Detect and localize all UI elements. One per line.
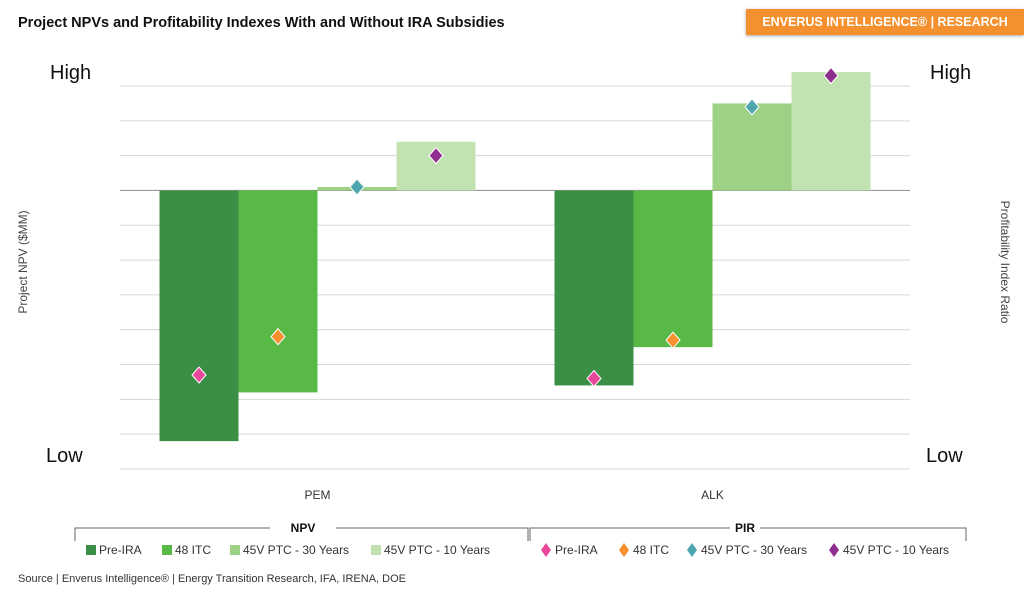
bar-alk-1 bbox=[633, 190, 713, 348]
legend-marker bbox=[619, 543, 629, 557]
legend-label: 45V PTC - 10 Years bbox=[384, 543, 490, 557]
legend-marker bbox=[829, 543, 839, 557]
pir-marker-pem-0 bbox=[191, 366, 207, 384]
bar-alk-2 bbox=[712, 103, 792, 191]
legend-label: 45V PTC - 30 Years bbox=[701, 543, 807, 557]
pir-marker-alk-1 bbox=[665, 331, 681, 349]
right-low-label: Low bbox=[926, 445, 963, 467]
pir-marker-pem-1 bbox=[270, 327, 286, 346]
legend-marker bbox=[687, 543, 697, 557]
bar-pem-0 bbox=[159, 190, 239, 442]
x-tick-label: ALK bbox=[701, 488, 724, 502]
y2-axis-label: Profitability Index Ratio bbox=[998, 201, 1012, 324]
y-axis-label: Project NPV ($MM) bbox=[16, 210, 30, 313]
left-high-label: High bbox=[50, 62, 91, 84]
legend-swatch bbox=[230, 545, 240, 555]
bar-pem-1 bbox=[238, 190, 318, 393]
bar-alk-3 bbox=[791, 72, 871, 191]
legend-label: 45V PTC - 10 Years bbox=[843, 543, 949, 557]
npv-legend-title: NPV bbox=[291, 521, 316, 535]
pir-legend-title: PIR bbox=[735, 521, 755, 535]
legend-swatch bbox=[86, 545, 96, 555]
legend-label: Pre-IRA bbox=[555, 543, 598, 557]
legend-swatch bbox=[371, 545, 381, 555]
pir-marker-alk-2 bbox=[744, 98, 760, 116]
legend-marker bbox=[541, 543, 551, 557]
legend-swatch bbox=[162, 545, 172, 555]
pir-legend-bracket bbox=[529, 527, 967, 541]
pir-marker-pem-2 bbox=[349, 178, 365, 196]
left-low-label: Low bbox=[46, 445, 83, 467]
legend-label: 48 ITC bbox=[633, 543, 669, 557]
npv-legend-bracket bbox=[74, 527, 529, 541]
source-note: Source | Enverus Intelligence® | Energy … bbox=[18, 573, 406, 585]
legend-label: 48 ITC bbox=[175, 543, 211, 557]
pir-marker-alk-0 bbox=[586, 369, 602, 388]
pir-marker-pem-3 bbox=[428, 146, 444, 165]
legend-label: 45V PTC - 30 Years bbox=[243, 543, 349, 557]
bar-alk-0 bbox=[554, 190, 634, 386]
brand-badge: ENVERUS INTELLIGENCE® | RESEARCH bbox=[746, 9, 1024, 35]
x-tick-label: PEM bbox=[304, 488, 330, 502]
right-high-label: High bbox=[930, 62, 971, 84]
legend-label: Pre-IRA bbox=[99, 543, 142, 557]
chart-title: Project NPVs and Profitability Indexes W… bbox=[18, 15, 505, 31]
pir-marker-alk-3 bbox=[823, 66, 839, 85]
